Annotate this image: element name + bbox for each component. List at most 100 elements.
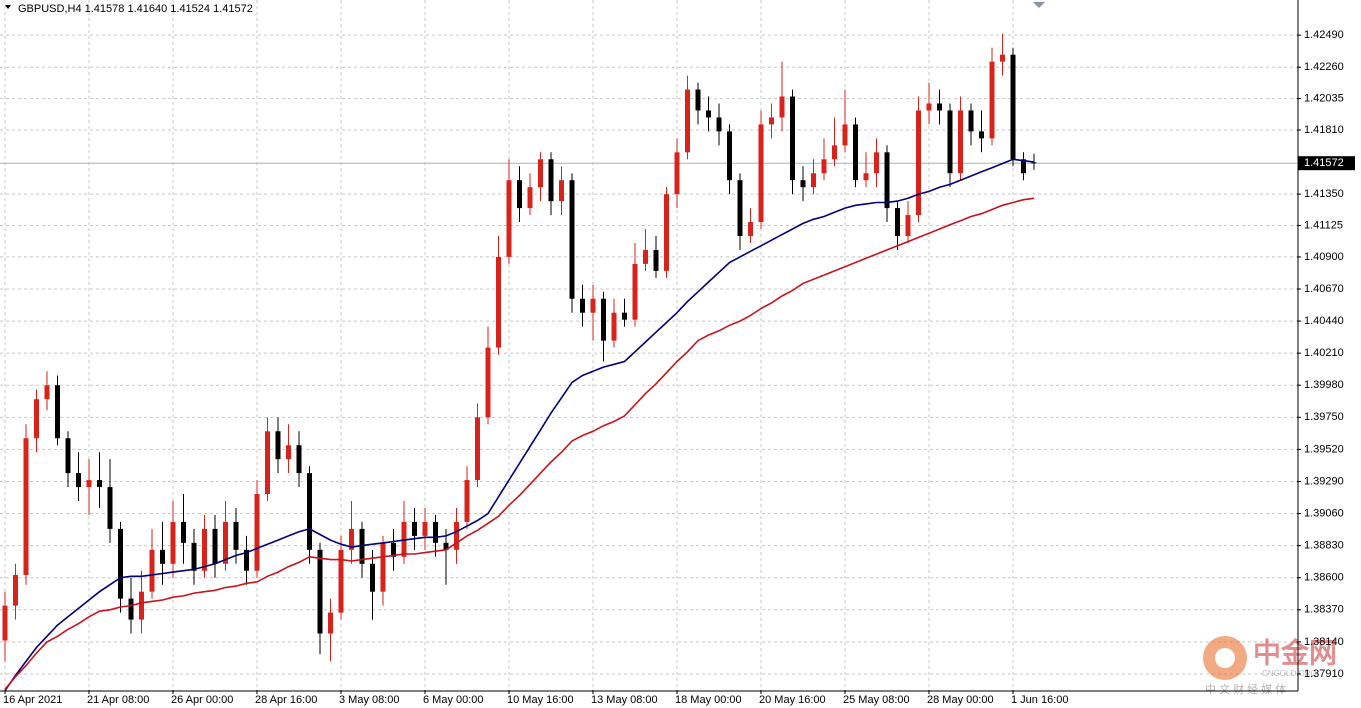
candle-body [212,528,218,564]
candle-body [664,194,669,271]
watermark-domain: CNGOLD.ORG [1262,669,1317,678]
candle-body [706,110,711,118]
y-tick-label: 1.41125 [1304,219,1343,231]
candle-body [191,542,197,571]
x-tick-label: 18 May 00:00 [675,694,742,706]
y-tick-label: 1.39980 [1304,379,1344,391]
candle-body [832,145,837,160]
candle-body [44,385,50,400]
candle-body [223,521,228,564]
x-tick-label: 10 May 16:00 [507,694,574,706]
candle-body [433,521,438,543]
candle-body [685,89,690,153]
candle-body [286,445,291,460]
y-tick-label: 1.42260 [1304,61,1344,73]
candle-body [1010,54,1016,160]
y-tick-label: 1.38370 [1304,604,1344,616]
candle-body [181,521,186,543]
candle-body [632,263,638,320]
candle-body [905,215,911,236]
candle-body [128,598,134,620]
candle-body [853,124,858,181]
candle-body [55,385,60,439]
candle-body [275,431,281,460]
candle-body [170,521,176,564]
candle-body [34,399,39,439]
candle-body [233,521,239,550]
candle-body [370,563,375,592]
candle-body [118,528,123,599]
candle-body [1031,162,1037,164]
watermark-logo-inner [1215,648,1235,668]
candle-body [317,549,323,634]
candle-body [202,528,207,571]
y-tick-label: 1.42035 [1304,93,1344,105]
candle-body [443,542,449,550]
candle-body [622,312,627,320]
y-tick-label: 1.39290 [1304,475,1344,487]
y-tick-label: 1.41350 [1304,188,1344,200]
watermark: 中金网 CNGOLD.ORG 中 文 财 经 媒 体 [1203,636,1337,696]
candle-body [265,431,270,495]
y-tick-label: 1.40900 [1304,251,1344,263]
candle-body [76,473,81,488]
candle-body [580,298,585,313]
x-tick-label: 16 Apr 2021 [3,694,62,706]
marks-layer [2,33,1037,692]
candle-body [769,117,774,125]
candle-body [86,480,92,488]
candle-body [611,312,617,341]
candle-body [412,521,417,536]
moving-average-line [4,158,1035,692]
candle-body [328,612,333,634]
title-arrow [5,5,11,9]
candle-body [601,298,606,341]
candle-body [107,487,113,529]
candle-body [811,173,816,188]
y-tick-label: 1.39750 [1304,411,1344,423]
candle-body [800,180,806,188]
candle-body [716,117,722,132]
x-tick-label: 20 May 16:00 [759,694,826,706]
x-tick-label: 6 May 00:00 [423,694,484,706]
candle-body [149,549,155,592]
candle-body [590,298,596,313]
y-tick-label: 1.39520 [1304,443,1344,455]
candle-body [254,494,260,571]
candle-body [958,110,963,174]
candle-body [349,528,354,550]
candle-body [926,103,932,111]
candle-body [65,438,71,474]
watermark-tagline: 中 文 财 经 媒 体 [1205,682,1286,696]
x-tick-label: 1 Jun 16:00 [1011,694,1069,706]
candle-body [338,549,344,613]
candle-body [496,256,501,348]
chart-title: GBPUSD,H4 1.41578 1.41640 1.41524 1.4157… [18,3,253,15]
candle-body [296,445,302,474]
candle-body [653,249,659,271]
candle-body [937,103,942,111]
y-tick-label: 1.41810 [1304,124,1344,136]
x-tick-label: 13 May 08:00 [591,694,658,706]
candle-body [2,605,8,641]
candle-body [947,110,953,174]
candle-body [559,180,564,202]
candle-body [989,61,995,139]
y-tick-label: 1.42490 [1304,29,1344,41]
candle-body [1000,54,1005,62]
y-tick-label: 1.38600 [1304,572,1344,584]
x-tick-label: 28 May 00:00 [927,694,994,706]
candle-body [874,152,879,174]
candle-body [527,187,533,209]
candle-body [244,549,249,571]
candle-body [779,96,785,118]
x-tick-label: 21 Apr 08:00 [87,694,149,706]
candle-body [895,208,900,236]
candle-body [454,521,459,550]
candle-body [13,574,18,606]
shift-marker [1033,2,1045,8]
y-tick-label: 1.40210 [1304,347,1344,359]
candle-body [748,222,753,236]
